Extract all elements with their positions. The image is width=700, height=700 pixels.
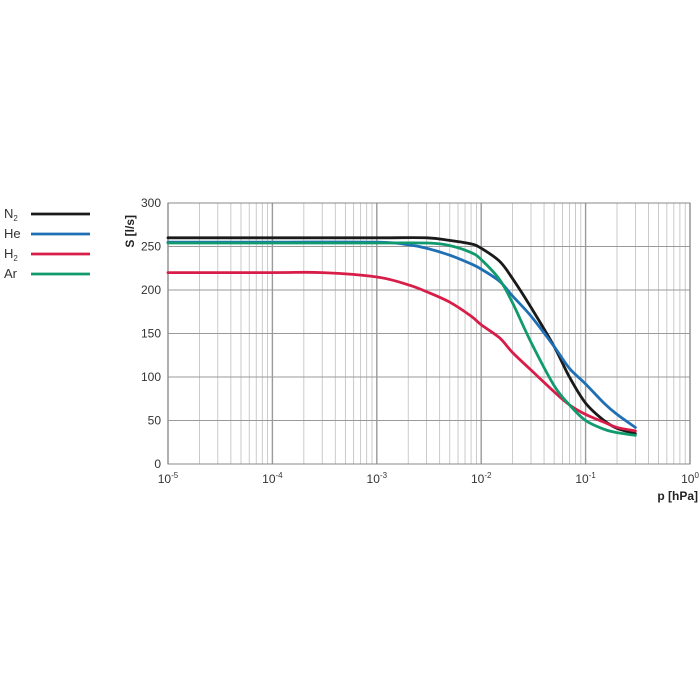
series-group (166, 236, 637, 437)
x-tick-label: 100 (681, 471, 699, 486)
x-tick-label: 10-1 (575, 471, 596, 486)
x-tick-labels: 10-5 10-4 10-3 10-2 10-1 100 (158, 471, 700, 486)
series-line-n2 (166, 236, 637, 435)
x-tick-label: 10-5 (158, 471, 179, 486)
plot-frame (167, 202, 691, 465)
x-tick-label: 10-4 (262, 471, 283, 486)
legend-label-h2: H2 (4, 246, 18, 263)
x-axis-title: p [hPa] (657, 489, 698, 503)
y-axis-title: S [l/s] (123, 215, 137, 248)
y-tick-label: 100 (141, 370, 161, 384)
legend-label-ar: Ar (4, 266, 18, 281)
y-tick-label: 50 (148, 414, 162, 428)
y-tick-label: 150 (141, 327, 161, 341)
legend-label-n2: N2 (4, 206, 18, 223)
legend: N2 He H2 Ar (4, 206, 90, 281)
series-line-ar (166, 241, 637, 437)
series-line-h2 (166, 270, 637, 433)
legend-label-he: He (4, 226, 21, 241)
y-tick-labels: 0 50 100 150 200 250 300 (141, 196, 161, 471)
y-tick-label: 250 (141, 240, 161, 254)
x-tick-label: 10-3 (367, 471, 388, 486)
y-tick-label: 300 (141, 196, 161, 210)
x-tick-label: 10-2 (471, 471, 492, 486)
y-tick-label: 0 (154, 457, 161, 471)
y-tick-label: 200 (141, 283, 161, 297)
